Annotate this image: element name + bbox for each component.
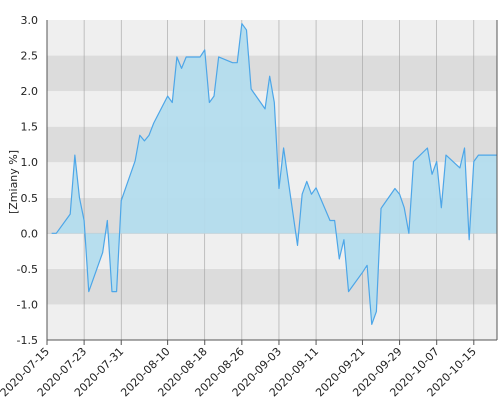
y-tick-label: 2.5	[21, 50, 39, 63]
y-tick-label: 2.0	[21, 85, 39, 98]
series-fill	[51, 23, 497, 325]
y-tick-label: -1.0	[17, 298, 38, 311]
y-tick-label: 0.5	[21, 192, 39, 205]
plot-band	[47, 55, 497, 92]
y-axis-title: [Zmiany %]	[7, 150, 20, 214]
y-tick-label: -0.5	[17, 263, 38, 276]
y-tick-label: 1.0	[21, 156, 39, 169]
plot-band	[47, 20, 497, 56]
plot-band	[47, 233, 497, 269]
y-tick-label: 3.0	[21, 14, 39, 27]
plot-band	[47, 304, 497, 340]
series-area	[51, 22, 497, 325]
y-tick-label: 1.5	[21, 121, 39, 134]
x-axis-ticks: 2020-07-152020-07-232020-07-312020-08-10…	[0, 340, 479, 399]
plot-frame	[46, 20, 498, 341]
plot-band	[47, 268, 497, 305]
y-tick-label: 0.0	[21, 227, 39, 240]
y-axis-ticks: -1.5 -1.0 -0.5 0.0 0.5 1.0 1.5 2.0 2.5 3.0	[17, 14, 38, 347]
series-line	[51, 22, 497, 325]
y-tick-label: -1.5	[17, 334, 38, 347]
